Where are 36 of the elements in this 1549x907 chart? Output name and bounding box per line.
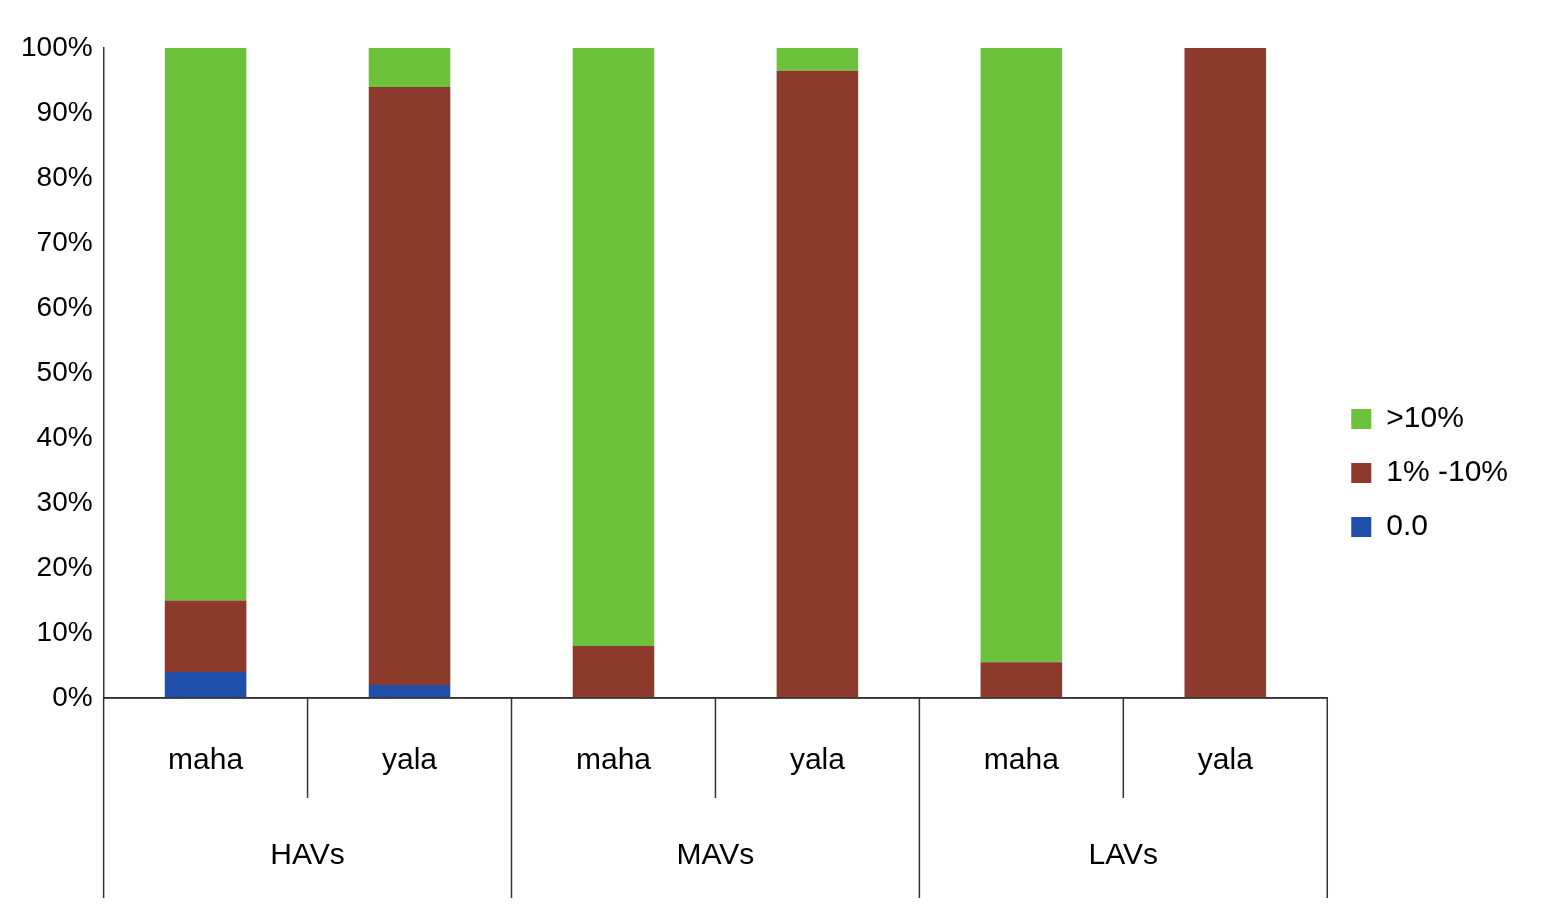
y-tick-label: 50% [36,355,93,387]
y-tick-label: 70% [36,225,93,257]
x-tick-label: yala [382,742,438,776]
text: MAVs [676,837,755,871]
x-tick-label: maha [983,742,1060,776]
bar [164,600,247,672]
legend-label: >10% [1386,400,1464,434]
x-tick-label: yala [1197,742,1254,776]
y-tick-label: 90% [36,95,93,127]
bar [368,87,451,685]
y-tick-label: 0% [52,680,93,712]
y-tick-label: 20% [36,550,93,582]
x-tick-label: maha [168,742,244,776]
bar [776,70,859,698]
y-tick-label: 60% [36,290,93,322]
bar [368,48,451,87]
legend-label: 1% -10% [1386,454,1509,488]
y-tick-label: 80% [36,160,93,192]
bar [164,672,247,698]
legend-label: 0.0 [1386,508,1428,542]
bar [980,48,1063,663]
bar [572,646,655,698]
y-tick-label: 30% [36,485,93,517]
y-tick-label: 10% [36,615,93,647]
bar [1184,48,1267,698]
x-tick-label: maha [575,742,652,776]
text: HAVs [270,837,345,871]
bar [572,48,655,646]
text: LAVs [1088,837,1159,871]
x-tick-label: yala [789,742,846,776]
bar [164,48,247,601]
y-tick-label: 40% [36,420,93,452]
y-tick-label: 100% [20,30,93,62]
bar [368,685,451,698]
bar [776,48,859,71]
bar [980,662,1063,698]
